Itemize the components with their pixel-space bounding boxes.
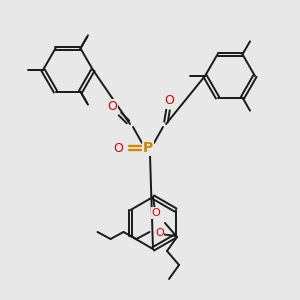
Text: O: O <box>107 100 117 112</box>
Text: P: P <box>143 141 153 155</box>
Text: O: O <box>155 228 164 238</box>
Text: O: O <box>164 94 174 106</box>
Text: O: O <box>113 142 123 154</box>
Text: O: O <box>152 208 160 218</box>
